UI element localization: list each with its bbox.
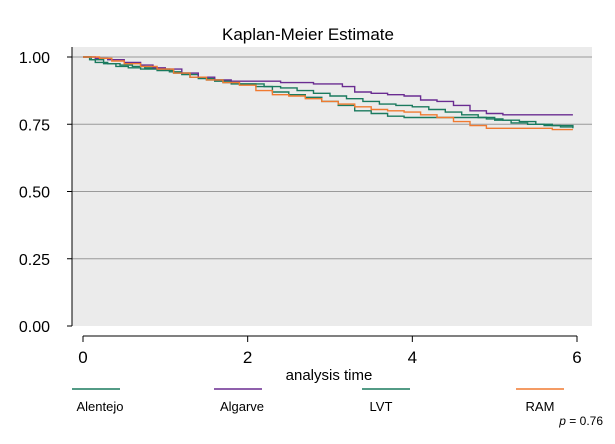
grid-lines (72, 56, 592, 260)
x-axis-ticks: 0 2 4 6 (78, 336, 582, 367)
legend-label-lvt: LVT (370, 399, 393, 414)
y-tick-label: 0.00 (19, 319, 50, 336)
x-tick-label: 0 (78, 348, 87, 367)
p-value-annotation: p = 0.76 (559, 414, 603, 428)
legend-label-algarve: Algarve (220, 399, 264, 414)
p-value-label: p (559, 414, 566, 428)
x-tick-label: 4 (408, 348, 417, 367)
legend-label-alentejo: Alentejo (77, 399, 124, 414)
legend-label-ram: RAM (526, 399, 555, 414)
chart-title: Kaplan-Meier Estimate (222, 25, 394, 44)
y-tick-label: 0.25 (19, 252, 50, 269)
series-line-algarve (83, 56, 573, 116)
y-tick-label: 0.75 (19, 117, 50, 134)
legend: Alentejo Algarve LVT RAM (72, 388, 564, 414)
y-axis-ticks: 0.00 0.25 0.50 0.75 1.00 (19, 50, 72, 336)
x-tick-label: 6 (572, 348, 581, 367)
x-tick-label: 2 (243, 348, 252, 367)
series-line-lvt (83, 56, 574, 127)
axes (71, 47, 577, 337)
p-value-text: = 0.76 (569, 414, 603, 428)
y-tick-label: 0.50 (19, 185, 50, 202)
y-tick-label: 1.00 (19, 50, 50, 67)
plot-area (72, 47, 592, 326)
series-line-ram (83, 56, 573, 131)
survival-curves (83, 56, 574, 131)
x-axis-label: analysis time (286, 367, 373, 384)
